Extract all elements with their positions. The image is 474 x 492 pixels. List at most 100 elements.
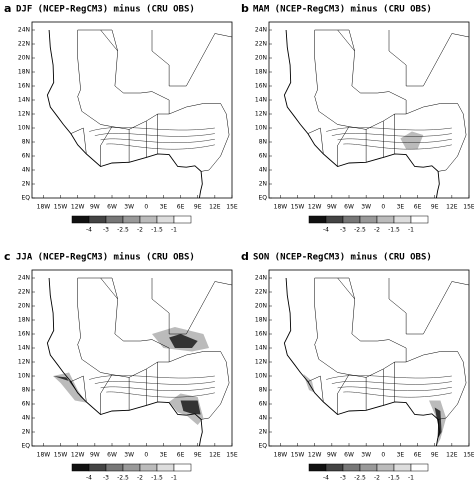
border <box>314 277 407 362</box>
lon-tick-label: 9W <box>327 452 337 459</box>
colorbar-label: -1 <box>171 227 177 234</box>
contour <box>100 138 215 143</box>
panel-label: a <box>4 2 11 15</box>
lat-tick-label: 16N <box>18 83 30 90</box>
border <box>314 30 407 130</box>
border <box>151 30 170 86</box>
lon-tick-label: 18W <box>274 452 288 459</box>
lat-tick-label: 2N <box>22 181 30 188</box>
lat-tick-label: 10N <box>255 373 267 380</box>
border <box>100 29 118 52</box>
lon-tick-label: 3W <box>361 204 371 211</box>
lon-tick-label: 12E <box>209 204 221 211</box>
lat-tick-label: 22N <box>255 41 267 48</box>
lon-tick-label: 6E <box>414 452 422 459</box>
panel-label: d <box>241 250 249 263</box>
contour <box>100 386 215 391</box>
colorbar-box <box>139 463 158 472</box>
shaded-region <box>180 400 201 415</box>
contour <box>106 391 215 398</box>
colorbar-box <box>410 463 429 472</box>
coastline <box>46 29 203 199</box>
lon-tick-label: 6W <box>344 452 354 459</box>
contour <box>343 143 452 150</box>
lat-tick-label: 4N <box>259 415 267 422</box>
colorbar-label: -1.5 <box>151 475 163 482</box>
lon-tick-label: 3E <box>397 452 405 459</box>
border <box>70 375 87 402</box>
shaded-region <box>53 372 87 403</box>
contour <box>89 127 215 132</box>
lon-tick-label: 9E <box>431 452 439 459</box>
lon-tick-label: 9E <box>431 204 439 211</box>
map-panel: b MAM (NCEP-RegCM3) minus (CRU OBS) 24N 22N… <box>241 2 474 234</box>
panel-title: JJA (NCEP-RegCM3) minus (CRU OBS) <box>16 252 195 263</box>
map-frame <box>31 21 233 199</box>
lat-tick-label: 14N <box>18 345 30 352</box>
lat-tick-label: 16N <box>255 83 267 90</box>
lon-tick-label: 0 <box>381 204 385 211</box>
lat-tick-label: 6N <box>22 401 30 408</box>
shaded-region <box>400 131 424 149</box>
lat-tick-label: 18N <box>18 317 30 324</box>
contour <box>337 138 452 143</box>
colorbar-label: -4 <box>86 475 92 482</box>
lon-tick-label: 15E <box>226 452 238 459</box>
colorbar-label: -3 <box>103 475 109 482</box>
colorbar-box <box>105 463 124 472</box>
border <box>77 30 170 130</box>
lat-tick-label: 24N <box>255 27 267 34</box>
lon-tick-label: 12E <box>446 452 458 459</box>
colorbar-label: -3 <box>340 475 346 482</box>
lon-tick-label: 12W <box>71 204 85 211</box>
lat-tick-label: 18N <box>18 69 30 76</box>
lon-tick-label: 15W <box>54 204 68 211</box>
lat-tick-label: 20N <box>18 303 30 310</box>
contour <box>89 375 215 380</box>
border <box>100 277 118 300</box>
lon-tick-label: 3E <box>397 204 405 211</box>
colorbar-box <box>359 463 378 472</box>
colorbar-label: -2 <box>137 227 143 234</box>
colorbar-box <box>410 215 429 224</box>
map-panel: d SON (NCEP-RegCM3) minus (CRU OBS) 24N 22N… <box>241 250 474 482</box>
colorbar-label: -4 <box>86 227 92 234</box>
coastline <box>46 277 203 447</box>
lat-tick-label: 4N <box>22 167 30 174</box>
border <box>337 277 355 300</box>
lat-tick-label: 4N <box>22 415 30 422</box>
lon-tick-label: 12W <box>308 452 322 459</box>
lat-tick-label: 22N <box>18 41 30 48</box>
border <box>70 127 87 154</box>
colorbar-label: -1 <box>171 475 177 482</box>
map-panel: a DJF (NCEP-RegCM3) minus (CRU OBS) 24N 22N… <box>4 2 238 234</box>
colorbar-label: -1 <box>408 227 414 234</box>
contour <box>94 133 215 137</box>
lat-tick-label: 6N <box>259 153 267 160</box>
lat-tick-label: 24N <box>18 27 30 34</box>
lon-tick-label: 0 <box>144 204 148 211</box>
colorbar-box <box>105 215 124 224</box>
border <box>337 29 355 52</box>
colorbar-label: -3 <box>340 227 346 234</box>
lon-tick-label: 9W <box>90 204 100 211</box>
border <box>406 103 467 172</box>
lat-tick-label: 16N <box>255 331 267 338</box>
border <box>307 127 324 154</box>
border <box>314 29 407 114</box>
lat-tick-label: 22N <box>18 289 30 296</box>
colorbar-label: -2.5 <box>117 227 129 234</box>
border <box>406 33 470 87</box>
colorbar-label: -4 <box>323 227 329 234</box>
colorbar-box <box>139 215 158 224</box>
colorbar-box <box>156 463 175 472</box>
lon-tick-label: 3E <box>160 452 168 459</box>
lon-tick-label: 3W <box>124 204 134 211</box>
contour <box>94 381 215 385</box>
colorbar-label: -2.5 <box>354 475 366 482</box>
lon-tick-label: 15E <box>463 452 474 459</box>
colorbar-box <box>173 215 192 224</box>
lon-tick-label: 18W <box>37 452 51 459</box>
lat-tick-label: 12N <box>255 111 267 118</box>
